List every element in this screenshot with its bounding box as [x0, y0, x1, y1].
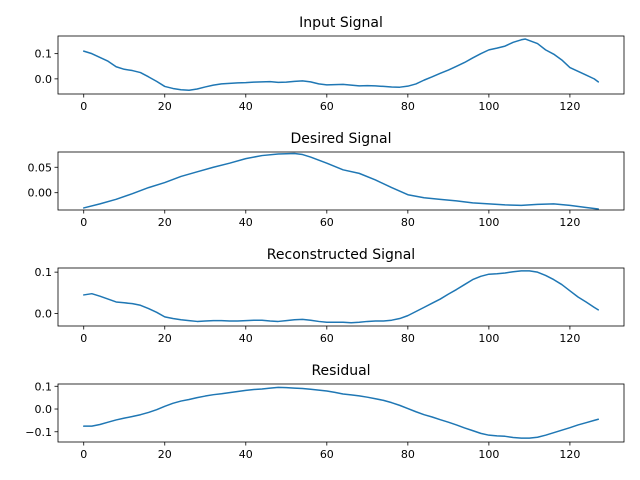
x-tick-label: 0 — [80, 448, 87, 461]
x-tick-label: 120 — [559, 448, 580, 461]
series-line-1 — [82, 152, 600, 210]
x-tick-label: 20 — [158, 100, 172, 113]
x-tick-label: 100 — [478, 216, 499, 229]
y-tick-label: 0.0 — [35, 308, 53, 321]
x-tick-label: 40 — [239, 332, 253, 345]
axes-frame — [57, 151, 625, 211]
x-tick-label: 80 — [401, 332, 415, 345]
series-line-1 — [82, 270, 600, 324]
x-tick-label: 0 — [80, 216, 87, 229]
y-tick-label: −0.1 — [25, 426, 52, 439]
x-tick-label: 20 — [158, 332, 172, 345]
x-tick-label: 100 — [478, 100, 499, 113]
subplot-title: Input Signal — [299, 15, 383, 31]
y-tick-label: 0.1 — [35, 380, 53, 393]
series-line-1 — [82, 38, 600, 91]
subplot-title: Reconstructed Signal — [267, 247, 415, 263]
x-tick-label: 40 — [239, 216, 253, 229]
y-tick-label: 0.1 — [35, 266, 53, 279]
subplot-title: Desired Signal — [291, 131, 392, 147]
subplot-title: Residual — [311, 363, 370, 379]
subplot-1: Input Signal 0 20 40 60 80 100 120 0.0 0.1 — [35, 15, 625, 113]
subplot-4: Residual 0 20 40 60 80 100 120 −0.1 0.0 0.1 — [25, 363, 625, 461]
y-tick-label: 0.0 — [35, 73, 53, 86]
x-tick-label: 120 — [559, 332, 580, 345]
x-tick-label: 60 — [320, 100, 334, 113]
subplot-stack: Input Signal 0 20 40 60 80 100 120 0.0 0.1 Desired… — [25, 15, 625, 461]
axes-frame — [57, 383, 625, 443]
x-tick-label: 120 — [559, 100, 580, 113]
x-tick-label: 80 — [401, 216, 415, 229]
x-tick-label: 60 — [320, 332, 334, 345]
axes-frame — [57, 35, 625, 95]
x-tick-label: 20 — [158, 448, 172, 461]
y-tick-label: 0.1 — [35, 48, 53, 61]
x-tick-label: 120 — [559, 216, 580, 229]
x-tick-label: 80 — [401, 448, 415, 461]
subplot-2: Desired Signal 0 20 40 60 80 100 120 0.00 0.05 — [28, 131, 625, 229]
x-tick-label: 40 — [239, 100, 253, 113]
x-tick-label: 0 — [80, 100, 87, 113]
axes-frame — [57, 267, 625, 327]
x-tick-label: 100 — [478, 332, 499, 345]
series-line-1 — [82, 386, 600, 439]
y-tick-label: 0.05 — [28, 161, 53, 174]
x-tick-label: 40 — [239, 448, 253, 461]
x-tick-label: 60 — [320, 448, 334, 461]
x-tick-label: 80 — [401, 100, 415, 113]
x-tick-label: 20 — [158, 216, 172, 229]
x-tick-label: 0 — [80, 332, 87, 345]
subplot-3: Reconstructed Signal 0 20 40 60 80 100 120 0.0 0.… — [35, 247, 625, 345]
x-tick-label: 60 — [320, 216, 334, 229]
y-tick-label: 0.0 — [35, 403, 53, 416]
y-tick-label: 0.00 — [28, 187, 53, 200]
x-tick-label: 100 — [478, 448, 499, 461]
